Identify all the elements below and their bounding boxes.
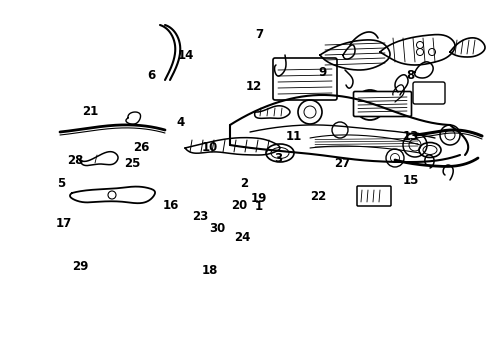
Text: 23: 23 [192, 210, 208, 222]
Text: 19: 19 [250, 192, 267, 204]
Text: 16: 16 [163, 199, 179, 212]
Text: 29: 29 [72, 260, 89, 273]
Text: 15: 15 [402, 174, 418, 186]
Text: 20: 20 [231, 199, 247, 212]
Text: 24: 24 [233, 231, 250, 244]
Text: 26: 26 [133, 141, 150, 154]
Text: 28: 28 [67, 154, 84, 167]
Text: 1: 1 [255, 201, 263, 213]
Text: 12: 12 [245, 80, 262, 93]
Text: 8: 8 [406, 69, 414, 82]
Text: 25: 25 [123, 157, 140, 170]
Text: 17: 17 [55, 217, 72, 230]
Text: 13: 13 [402, 130, 418, 143]
Text: 5: 5 [57, 177, 65, 190]
Text: 2: 2 [240, 177, 248, 190]
Text: 14: 14 [177, 49, 194, 62]
Text: 6: 6 [147, 69, 155, 82]
Text: 30: 30 [209, 222, 225, 235]
Text: 7: 7 [255, 28, 263, 41]
FancyBboxPatch shape [353, 91, 411, 117]
Text: 9: 9 [318, 66, 326, 78]
FancyBboxPatch shape [412, 82, 444, 104]
FancyBboxPatch shape [272, 58, 336, 100]
FancyBboxPatch shape [356, 186, 390, 206]
Text: 22: 22 [309, 190, 325, 203]
Text: 3: 3 [274, 152, 282, 165]
Text: 4: 4 [177, 116, 184, 129]
Text: 10: 10 [202, 141, 218, 154]
Text: 18: 18 [202, 264, 218, 276]
Text: 11: 11 [285, 130, 301, 143]
Text: 21: 21 [82, 105, 99, 118]
Text: 27: 27 [333, 157, 350, 170]
